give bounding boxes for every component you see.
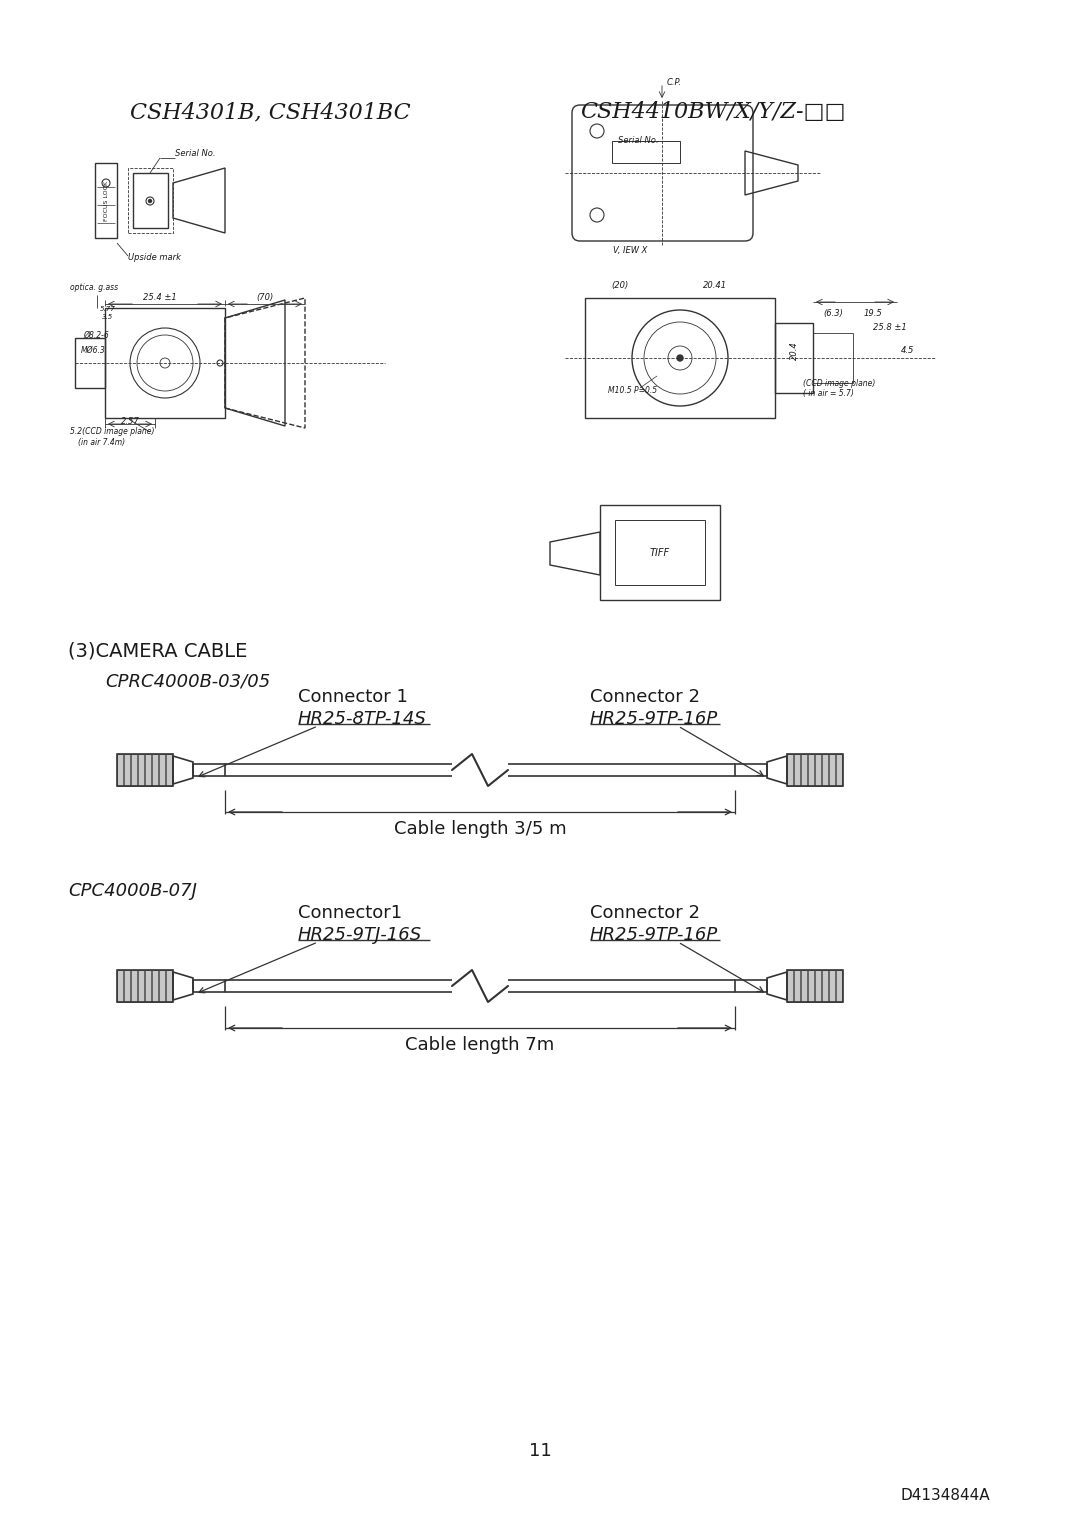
Bar: [808, 970, 814, 1002]
Bar: [159, 753, 165, 785]
Text: 11: 11: [528, 1442, 552, 1459]
Bar: [822, 970, 828, 1002]
Bar: [193, 979, 225, 992]
Bar: [829, 970, 835, 1002]
Text: (20): (20): [611, 281, 629, 290]
Text: 20.41: 20.41: [703, 281, 727, 290]
Text: 2.57: 2.57: [121, 417, 139, 426]
Text: Serial No.: Serial No.: [618, 136, 659, 145]
Text: Connector 2: Connector 2: [590, 688, 700, 706]
Bar: [95, 163, 117, 238]
Text: Serial No.: Serial No.: [175, 150, 216, 157]
Circle shape: [677, 354, 683, 361]
Text: 25.8 ±1: 25.8 ±1: [873, 322, 907, 332]
Text: Connector 2: Connector 2: [590, 905, 700, 921]
Bar: [735, 764, 767, 776]
Bar: [138, 970, 144, 1002]
Bar: [166, 753, 172, 785]
Text: Connector1: Connector1: [298, 905, 402, 921]
Bar: [117, 753, 123, 785]
Text: CSH4301B, CSH4301BC: CSH4301B, CSH4301BC: [130, 101, 410, 122]
Bar: [105, 309, 225, 419]
Bar: [138, 753, 144, 785]
Text: CSH4410BW/X/Y/Z-□□: CSH4410BW/X/Y/Z-□□: [580, 101, 846, 122]
Text: V, IEW X: V, IEW X: [612, 246, 647, 255]
Bar: [129, 168, 173, 232]
Text: 5.77: 5.77: [100, 306, 116, 312]
Text: CPC4000B-07J: CPC4000B-07J: [68, 882, 197, 900]
Bar: [787, 753, 843, 785]
Text: 3.5: 3.5: [103, 313, 113, 319]
Bar: [787, 970, 793, 1002]
Bar: [775, 322, 813, 393]
Text: CPRC4000B-03/05: CPRC4000B-03/05: [105, 672, 270, 691]
Bar: [815, 970, 821, 1002]
Bar: [152, 970, 158, 1002]
Text: D4134844A: D4134844A: [901, 1488, 990, 1504]
Bar: [794, 970, 800, 1002]
Bar: [815, 753, 821, 785]
Bar: [836, 753, 842, 785]
Bar: [801, 753, 807, 785]
Bar: [166, 970, 172, 1002]
Bar: [117, 970, 123, 1002]
Bar: [585, 298, 775, 419]
Text: M10.5 P=0.5: M10.5 P=0.5: [608, 387, 658, 396]
Bar: [75, 338, 105, 388]
Text: FOCUS LOCK: FOCUS LOCK: [104, 180, 108, 222]
Text: ( in air = 5.7): ( in air = 5.7): [804, 390, 854, 397]
Bar: [794, 753, 800, 785]
Bar: [801, 970, 807, 1002]
Bar: [808, 753, 814, 785]
Text: HR25-9TJ-16S: HR25-9TJ-16S: [298, 926, 422, 944]
Bar: [836, 970, 842, 1002]
Circle shape: [149, 200, 151, 203]
Text: Cable length 7m: Cable length 7m: [405, 1036, 555, 1054]
Bar: [787, 970, 843, 1002]
Bar: [131, 753, 137, 785]
Bar: [193, 764, 225, 776]
Bar: [124, 970, 130, 1002]
Text: 25.4 ±1: 25.4 ±1: [144, 293, 177, 303]
Text: optica. g.ass: optica. g.ass: [70, 283, 118, 292]
Text: (3)CAMERA CABLE: (3)CAMERA CABLE: [68, 642, 247, 660]
Bar: [735, 979, 767, 992]
Bar: [117, 970, 173, 1002]
Bar: [145, 970, 151, 1002]
Bar: [787, 753, 793, 785]
Text: Upside mark: Upside mark: [129, 254, 181, 261]
Text: Ø8.2-6: Ø8.2-6: [83, 332, 109, 341]
Text: 4.5: 4.5: [901, 345, 915, 354]
Bar: [822, 753, 828, 785]
Text: 19.5: 19.5: [864, 309, 882, 318]
Text: HR25-8TP-14S: HR25-8TP-14S: [298, 711, 427, 727]
Text: C.P.: C.P.: [667, 78, 681, 87]
Text: (CCD image plane): (CCD image plane): [804, 379, 876, 388]
Bar: [133, 173, 168, 228]
Text: TIFF: TIFF: [650, 549, 670, 558]
Text: Cable length 3/5 m: Cable length 3/5 m: [394, 821, 566, 837]
Bar: [159, 970, 165, 1002]
Bar: [131, 970, 137, 1002]
Bar: [124, 753, 130, 785]
Text: (70): (70): [256, 293, 273, 303]
Text: HR25-9TP-16P: HR25-9TP-16P: [590, 926, 718, 944]
Bar: [615, 520, 705, 585]
Text: 5.2(CCD image plane): 5.2(CCD image plane): [70, 426, 154, 435]
Text: HR25-9TP-16P: HR25-9TP-16P: [590, 711, 718, 727]
Bar: [152, 753, 158, 785]
Bar: [612, 141, 680, 163]
Text: (6.3): (6.3): [823, 309, 842, 318]
Bar: [829, 753, 835, 785]
Bar: [600, 504, 720, 601]
Bar: [117, 753, 173, 785]
Text: MØ6.3: MØ6.3: [81, 345, 106, 354]
Text: (in air 7.4m): (in air 7.4m): [78, 439, 125, 448]
Bar: [145, 753, 151, 785]
Text: 20.4: 20.4: [789, 341, 799, 361]
Text: Connector 1: Connector 1: [298, 688, 408, 706]
